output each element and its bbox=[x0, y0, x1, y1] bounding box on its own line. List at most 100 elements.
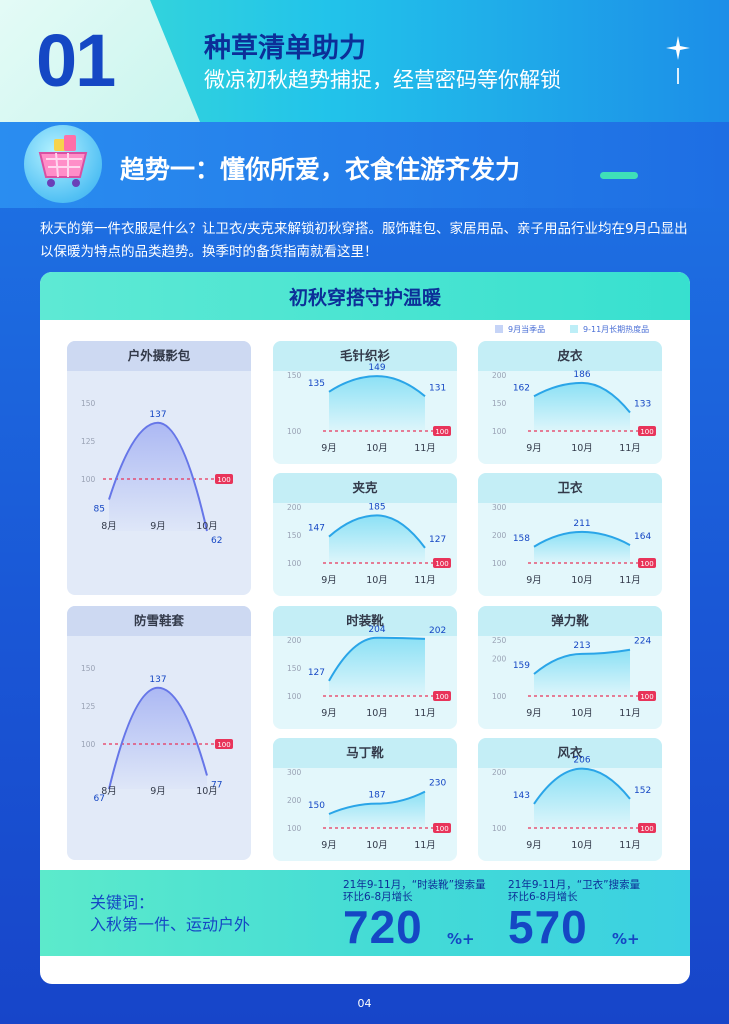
baseline-tag bbox=[433, 426, 451, 436]
data-label: 133 bbox=[634, 400, 651, 410]
x-tick-label: 10月 bbox=[366, 708, 388, 719]
y-tick-label: 125 bbox=[81, 702, 96, 711]
trend-banner bbox=[0, 122, 729, 208]
line-chart: 100 200 250 100 159 213 224 9月 10月 11月 bbox=[492, 636, 656, 719]
legend-longterm-swatch bbox=[570, 325, 578, 333]
page-number: 04 bbox=[357, 997, 372, 1010]
baseline-label: 100 bbox=[640, 693, 653, 701]
area-fill bbox=[329, 376, 425, 431]
chart-title: 皮衣 bbox=[478, 341, 662, 371]
y-tick-label: 100 bbox=[492, 824, 507, 833]
baseline-tag bbox=[433, 558, 451, 568]
line-chart: 100 200 100 143 206 152 9月 10月 11月 bbox=[492, 756, 656, 851]
baseline-label: 100 bbox=[640, 428, 653, 436]
series-line bbox=[108, 686, 208, 790]
line-chart: 100 150 200 100 147 185 127 9月 10月 11月 bbox=[287, 502, 451, 586]
chart-title: 夹克 bbox=[273, 473, 457, 503]
data-label: 77 bbox=[211, 780, 222, 790]
card-title: 初秋穿搭守护温暖 bbox=[288, 287, 441, 309]
x-tick-label: 9月 bbox=[526, 840, 542, 851]
x-tick-label: 10月 bbox=[571, 575, 593, 586]
stat-note-line1: 21年9-11月，“卫衣”搜索量 bbox=[508, 879, 641, 891]
baseline-label: 100 bbox=[435, 693, 448, 701]
baseline-tag bbox=[433, 691, 451, 701]
legend-season-swatch bbox=[495, 325, 503, 333]
data-label: 147 bbox=[308, 524, 325, 534]
chart-title: 弹力靴 bbox=[478, 606, 662, 636]
data-label: 135 bbox=[308, 379, 325, 389]
keyword-band bbox=[40, 870, 690, 956]
y-tick-label: 200 bbox=[492, 768, 507, 777]
x-tick-label: 10月 bbox=[571, 443, 593, 454]
x-tick-label: 11月 bbox=[414, 840, 436, 851]
y-tick-label: 300 bbox=[492, 503, 507, 512]
data-label: 131 bbox=[429, 383, 446, 393]
baseline-label: 100 bbox=[435, 560, 448, 568]
x-tick-label: 9月 bbox=[321, 708, 337, 719]
chart-title: 毛针织衫 bbox=[273, 341, 457, 371]
data-label: 230 bbox=[429, 779, 446, 789]
x-tick-label: 11月 bbox=[619, 575, 641, 586]
baseline-label: 100 bbox=[640, 825, 653, 833]
baseline-tag bbox=[215, 474, 233, 484]
x-tick-label: 9月 bbox=[321, 575, 337, 586]
x-tick-label: 10月 bbox=[196, 521, 218, 532]
x-tick-label: 9月 bbox=[150, 521, 166, 532]
stat-note: 21年9-11月，“时装靴”搜索量 环比6-8月增长 bbox=[343, 879, 486, 903]
y-tick-label: 200 bbox=[287, 503, 302, 512]
chart-panel-jacket: 夹克 100 150 200 100 147 185 127 9月 10月 11月 bbox=[273, 473, 457, 596]
x-tick-label: 11月 bbox=[619, 840, 641, 851]
series-line bbox=[108, 421, 208, 532]
x-tick-label: 9月 bbox=[150, 786, 166, 797]
x-tick-label: 8月 bbox=[101, 521, 117, 532]
y-tick-label: 100 bbox=[492, 559, 507, 568]
data-label: 213 bbox=[573, 641, 590, 651]
baseline-tag bbox=[638, 558, 656, 568]
chart-title: 户外摄影包 bbox=[67, 341, 251, 371]
x-tick-label: 11月 bbox=[619, 708, 641, 719]
data-label: 206 bbox=[573, 756, 590, 766]
chart-panel-fashion-boots: 时装靴 100 150 200 100 127 204 202 9月 10月 11月 bbox=[273, 606, 457, 729]
x-tick-label: 9月 bbox=[526, 575, 542, 586]
chart-title: 卫衣 bbox=[478, 473, 662, 503]
baseline-tag bbox=[433, 823, 451, 833]
area-fill bbox=[329, 637, 425, 696]
series-line bbox=[328, 514, 426, 549]
x-tick-label: 10月 bbox=[366, 443, 388, 454]
data-label: 204 bbox=[368, 625, 385, 635]
data-label: 224 bbox=[634, 637, 651, 647]
data-label: 127 bbox=[308, 668, 325, 678]
legend-longterm-label: 9-11月长期热度品 bbox=[583, 324, 650, 334]
x-tick-label: 9月 bbox=[526, 708, 542, 719]
stat-note-line1: 21年9-11月，“时装靴”搜索量 bbox=[343, 879, 486, 891]
chart-panel-hoodie: 卫衣 100 200 300 100 158 211 164 9月 10月 11月 bbox=[478, 473, 662, 596]
x-tick-label: 9月 bbox=[321, 840, 337, 851]
baseline-label: 100 bbox=[435, 428, 448, 436]
line-chart: 100 150 100 135 149 131 9月 10月 11月 bbox=[287, 363, 451, 454]
chart-panel-photo-bag: 户外摄影包 100 125 150 100 85 137 62 8月 9月 10月 bbox=[67, 341, 251, 595]
data-label: 127 bbox=[429, 535, 446, 545]
x-tick-label: 11月 bbox=[619, 443, 641, 454]
baseline-label: 100 bbox=[217, 476, 230, 484]
baseline-label: 100 bbox=[640, 560, 653, 568]
data-label: 211 bbox=[573, 519, 590, 529]
section-subtitle: 微凉初秋趋势捕捉，经营密码等你解锁 bbox=[204, 68, 561, 92]
area-fill bbox=[534, 649, 630, 696]
chart-title: 马丁靴 bbox=[273, 738, 457, 768]
chart-panel-martin-boots: 马丁靴 100 200 300 100 150 187 230 9月 10月 11月 bbox=[273, 738, 457, 861]
shopping-cart-icon bbox=[24, 125, 102, 203]
data-label: 137 bbox=[149, 410, 166, 420]
x-tick-label: 10月 bbox=[366, 575, 388, 586]
y-tick-label: 100 bbox=[492, 692, 507, 701]
y-tick-label: 200 bbox=[492, 371, 507, 380]
area-fill bbox=[534, 768, 630, 828]
y-tick-label: 100 bbox=[81, 475, 96, 484]
chart-panel-knitwear: 毛针织衫 100 150 100 135 149 131 9月 10月 11月 bbox=[273, 341, 457, 464]
section-title: 种草清单助力 bbox=[204, 33, 366, 64]
line-chart: 100 125 150 100 85 137 62 8月 9月 10月 bbox=[81, 399, 233, 546]
series-line bbox=[533, 767, 631, 805]
area-fill bbox=[534, 382, 630, 431]
x-tick-label: 11月 bbox=[414, 575, 436, 586]
y-tick-label: 150 bbox=[287, 664, 302, 673]
data-label: 158 bbox=[513, 534, 530, 544]
